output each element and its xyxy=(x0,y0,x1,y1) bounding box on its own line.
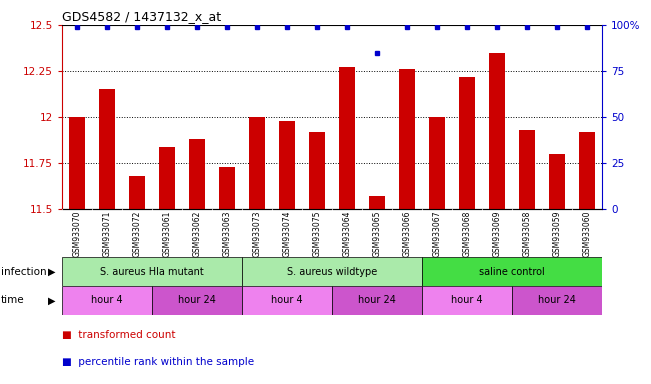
Bar xyxy=(579,132,596,209)
Text: GSM933063: GSM933063 xyxy=(223,211,232,257)
Text: ■  percentile rank within the sample: ■ percentile rank within the sample xyxy=(62,357,254,367)
Text: infection: infection xyxy=(1,266,46,277)
Text: GSM933061: GSM933061 xyxy=(162,211,171,257)
Bar xyxy=(519,130,535,209)
Bar xyxy=(368,196,385,209)
Bar xyxy=(98,89,115,209)
Text: hour 24: hour 24 xyxy=(178,295,216,306)
Bar xyxy=(309,132,326,209)
Bar xyxy=(249,117,265,209)
Text: GSM933064: GSM933064 xyxy=(342,211,352,257)
Bar xyxy=(459,76,475,209)
Text: GSM933070: GSM933070 xyxy=(72,211,81,257)
Bar xyxy=(422,286,512,315)
Text: GSM933068: GSM933068 xyxy=(463,211,471,257)
Text: GDS4582 / 1437132_x_at: GDS4582 / 1437132_x_at xyxy=(62,10,221,23)
Bar xyxy=(242,286,332,315)
Text: hour 4: hour 4 xyxy=(91,295,122,306)
Text: hour 24: hour 24 xyxy=(538,295,576,306)
Bar xyxy=(62,286,152,315)
Text: GSM933059: GSM933059 xyxy=(553,211,562,257)
Text: GSM933072: GSM933072 xyxy=(132,211,141,257)
Bar xyxy=(219,167,235,209)
Bar xyxy=(152,286,242,315)
Text: GSM933075: GSM933075 xyxy=(312,211,322,257)
Bar xyxy=(159,147,175,209)
Text: GSM933074: GSM933074 xyxy=(283,211,292,257)
Text: hour 4: hour 4 xyxy=(451,295,483,306)
Text: GSM933058: GSM933058 xyxy=(523,211,532,257)
Text: ■  transformed count: ■ transformed count xyxy=(62,330,175,340)
Text: GSM933067: GSM933067 xyxy=(432,211,441,257)
Bar xyxy=(189,139,205,209)
Text: saline control: saline control xyxy=(479,266,545,277)
Bar xyxy=(429,117,445,209)
Text: GSM933066: GSM933066 xyxy=(402,211,411,257)
Text: GSM933062: GSM933062 xyxy=(193,211,201,257)
Bar xyxy=(339,67,355,209)
Text: S. aureus wildtype: S. aureus wildtype xyxy=(287,266,377,277)
Text: hour 24: hour 24 xyxy=(358,295,396,306)
Text: GSM933073: GSM933073 xyxy=(253,211,262,257)
Bar xyxy=(422,257,602,286)
Text: GSM933069: GSM933069 xyxy=(493,211,502,257)
Bar xyxy=(279,121,296,209)
Bar xyxy=(129,176,145,209)
Text: GSM933060: GSM933060 xyxy=(583,211,592,257)
Text: ▶: ▶ xyxy=(48,266,55,277)
Bar xyxy=(62,257,242,286)
Text: hour 4: hour 4 xyxy=(271,295,303,306)
Bar xyxy=(242,257,422,286)
Text: GSM933065: GSM933065 xyxy=(372,211,381,257)
Text: S. aureus Hla mutant: S. aureus Hla mutant xyxy=(100,266,204,277)
Text: ▶: ▶ xyxy=(48,295,55,306)
Bar xyxy=(549,154,566,209)
Text: time: time xyxy=(1,295,24,306)
Bar xyxy=(68,117,85,209)
Bar xyxy=(489,53,505,209)
Bar xyxy=(512,286,602,315)
Text: GSM933071: GSM933071 xyxy=(102,211,111,257)
Bar xyxy=(399,69,415,209)
Bar xyxy=(332,286,422,315)
